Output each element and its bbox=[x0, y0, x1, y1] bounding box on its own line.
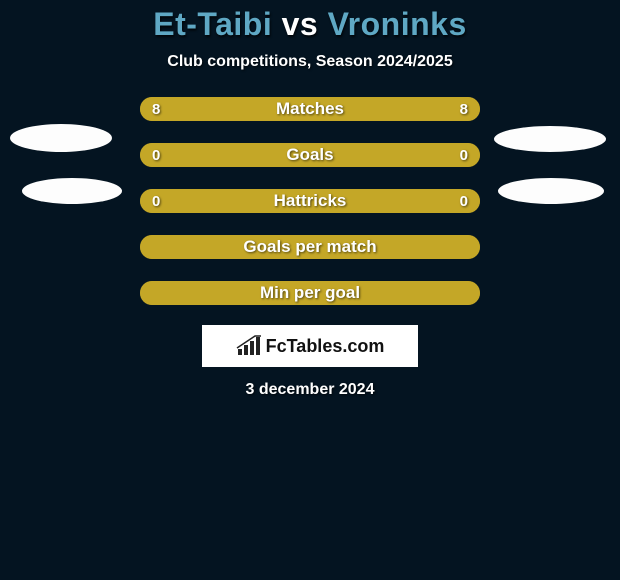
footer-logo-text: FcTables.com bbox=[266, 336, 385, 357]
stat-row: Min per goal bbox=[0, 281, 620, 305]
stat-value-left: 0 bbox=[152, 143, 160, 167]
stat-value-left: 0 bbox=[152, 189, 160, 213]
stat-row: Goals per match bbox=[0, 235, 620, 259]
comparison-card: Et-Taibi vs Vroninks Club competitions, … bbox=[0, 0, 620, 580]
stat-bar: 00Hattricks bbox=[140, 189, 480, 213]
bar-fill-right bbox=[310, 189, 480, 213]
team-badge-placeholder bbox=[10, 124, 112, 152]
bar-fill-right bbox=[310, 235, 480, 259]
bar-fill-left bbox=[140, 143, 310, 167]
bar-fill-left bbox=[140, 97, 310, 121]
stat-bar: 00Goals bbox=[140, 143, 480, 167]
stat-value-left: 8 bbox=[152, 97, 160, 121]
bar-fill-right bbox=[310, 97, 480, 121]
team-badge-placeholder bbox=[498, 178, 604, 204]
stat-bar: Min per goal bbox=[140, 281, 480, 305]
player2-name: Vroninks bbox=[328, 6, 467, 42]
team-badge-placeholder bbox=[494, 126, 606, 152]
bar-fill-left bbox=[140, 281, 310, 305]
stat-value-right: 0 bbox=[460, 143, 468, 167]
footer-logo[interactable]: FcTables.com bbox=[202, 325, 418, 367]
vs-text: vs bbox=[282, 6, 319, 42]
bar-fill-right bbox=[310, 143, 480, 167]
player1-name: Et-Taibi bbox=[153, 6, 272, 42]
footer-date: 3 december 2024 bbox=[0, 381, 620, 399]
bar-fill-left bbox=[140, 235, 310, 259]
stat-bar: Goals per match bbox=[140, 235, 480, 259]
subtitle: Club competitions, Season 2024/2025 bbox=[0, 53, 620, 71]
stat-bar: 88Matches bbox=[140, 97, 480, 121]
stat-value-right: 0 bbox=[460, 189, 468, 213]
stat-row: 88Matches bbox=[0, 97, 620, 121]
chart-icon bbox=[236, 335, 262, 357]
bar-fill-right bbox=[310, 281, 480, 305]
stat-value-right: 8 bbox=[460, 97, 468, 121]
bar-fill-left bbox=[140, 189, 310, 213]
page-title: Et-Taibi vs Vroninks bbox=[0, 6, 620, 43]
team-badge-placeholder bbox=[22, 178, 122, 204]
